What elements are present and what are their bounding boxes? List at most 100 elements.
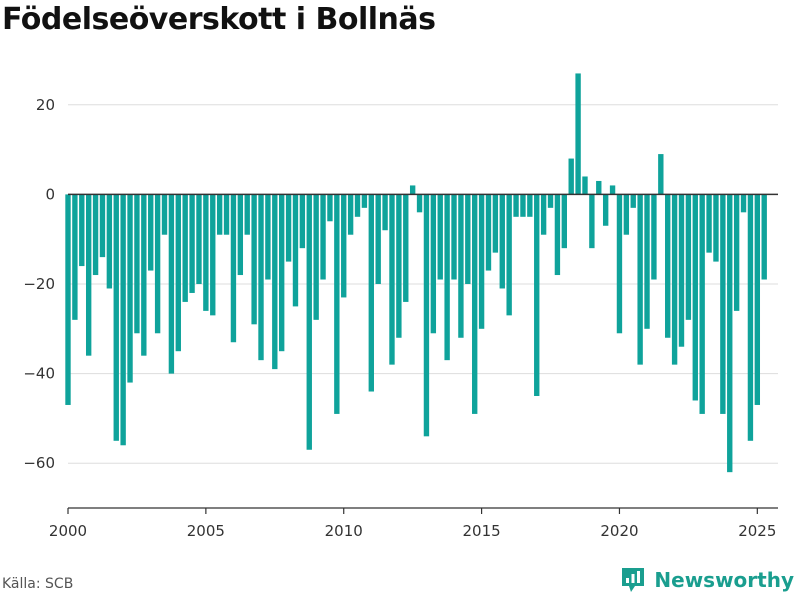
bar: [451, 194, 457, 280]
bar: [589, 194, 595, 249]
bar: [168, 194, 175, 374]
bar: [596, 180, 602, 195]
bar: [623, 194, 630, 235]
bar: [210, 194, 216, 316]
bar: [299, 194, 306, 249]
bar: [341, 194, 347, 298]
bar: [561, 194, 567, 249]
bar: [630, 194, 636, 208]
gridlines: [68, 104, 778, 464]
chart-title: Födelseöverskott i Bollnäs: [2, 2, 436, 37]
bar: [113, 194, 119, 441]
y-tick-label: −40: [23, 365, 55, 383]
bar: [292, 194, 299, 307]
bar: [609, 185, 616, 195]
x-tick-label: 2020: [600, 522, 638, 540]
bar: [127, 194, 133, 383]
bar: [161, 194, 168, 235]
bar: [175, 194, 181, 352]
bar: [444, 194, 450, 361]
bar: [665, 194, 671, 338]
bar: [478, 194, 485, 329]
bar: [85, 194, 92, 356]
bar: [382, 194, 388, 231]
x-tick-label: 2005: [187, 522, 225, 540]
bar: [513, 194, 519, 217]
bar: [375, 194, 381, 284]
bars: [65, 73, 767, 473]
bar: [658, 154, 664, 195]
bar: [237, 194, 244, 276]
bar: [106, 194, 113, 289]
bar: [285, 194, 292, 262]
bar: [230, 194, 237, 343]
bar: [637, 194, 643, 365]
bar: [368, 194, 374, 392]
bar: [396, 194, 402, 338]
bar: [189, 194, 195, 293]
bar: [265, 194, 271, 280]
bar: [692, 194, 698, 401]
bar: [182, 194, 188, 302]
bar: [313, 194, 319, 320]
y-tick-label: 20: [36, 96, 55, 114]
bar: [99, 194, 106, 258]
bar: [403, 194, 409, 302]
bar: [678, 194, 685, 347]
bar: [423, 194, 430, 437]
bar: [720, 194, 726, 414]
bar: [713, 194, 719, 262]
bar: [485, 194, 492, 271]
bar: [506, 194, 512, 316]
bar: [747, 194, 754, 441]
bar: [279, 194, 285, 352]
brand-logo: Newsworthy: [620, 566, 794, 594]
bar: [706, 194, 712, 253]
bar: [458, 194, 464, 338]
bar: [602, 194, 609, 226]
bar: [644, 194, 650, 329]
bar: [148, 194, 154, 271]
bar: [534, 194, 540, 396]
x-tick-label: 2015: [462, 522, 500, 540]
bar: [582, 176, 588, 195]
bar: [430, 194, 437, 334]
bar: [258, 194, 264, 361]
bar: [554, 194, 561, 276]
bar: [699, 194, 705, 414]
y-tick-label: 0: [45, 185, 55, 203]
x-tick-label: 2025: [738, 522, 776, 540]
bar: [223, 194, 230, 235]
bar: [754, 194, 761, 405]
bar: [154, 194, 161, 334]
bar: [499, 194, 505, 289]
bar: [141, 194, 147, 356]
bar: [120, 194, 126, 446]
bar: [685, 194, 692, 320]
bar: [306, 194, 312, 450]
bar: [527, 194, 533, 217]
bar: [251, 194, 257, 325]
x-tick-label: 2000: [49, 522, 87, 540]
bar: [203, 194, 209, 311]
bar: [465, 194, 471, 284]
bar: [334, 194, 340, 414]
bar: [409, 185, 416, 195]
bar: [671, 194, 678, 365]
bar: [616, 194, 623, 334]
bar: [727, 194, 733, 473]
y-tick-label: −60: [23, 454, 55, 472]
source-note: Källa: SCB: [2, 576, 74, 592]
bar: [389, 194, 395, 365]
bar: [92, 194, 99, 276]
bar: [347, 194, 354, 235]
bar: [733, 194, 740, 311]
bar: [568, 158, 574, 195]
bar: [361, 194, 368, 208]
bar: [437, 194, 443, 280]
bar: [651, 194, 657, 280]
bar: [520, 194, 526, 217]
bar: [79, 194, 85, 267]
bar: [196, 194, 202, 284]
